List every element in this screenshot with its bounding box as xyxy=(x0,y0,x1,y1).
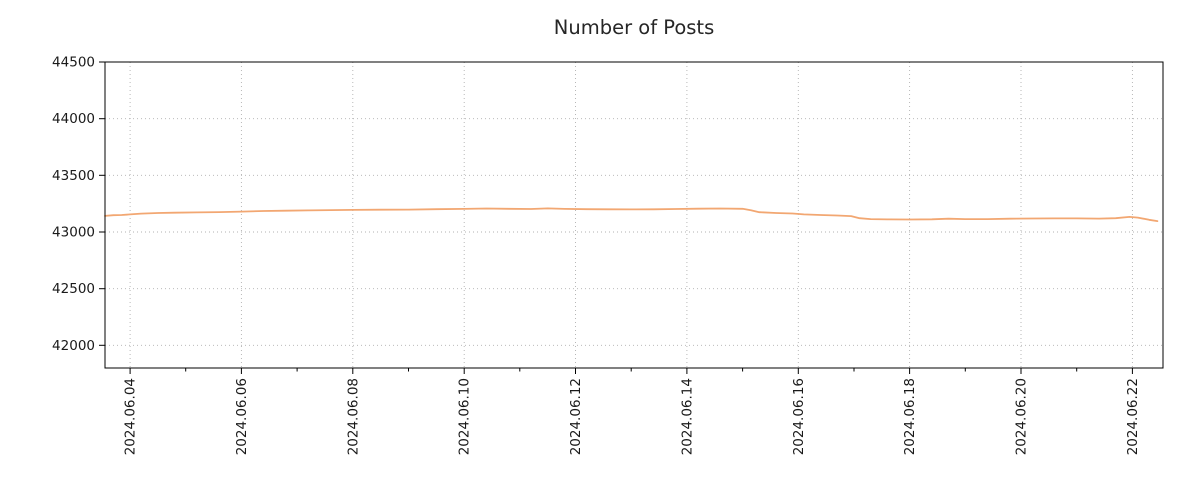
x-axis-tick-label: 2024.06.10 xyxy=(457,378,473,455)
x-axis-tick-label: 2024.06.22 xyxy=(1125,378,1141,455)
plot-border xyxy=(104,61,1164,369)
y-axis-tick-label: 44000 xyxy=(52,111,95,127)
x-axis-tick-label: 2024.06.12 xyxy=(568,378,584,455)
y-axis-tick-label: 43500 xyxy=(52,168,95,184)
chart-title: Number of Posts xyxy=(553,16,715,39)
y-axis-tick-label: 42000 xyxy=(52,338,95,354)
y-axis-tick-label: 44500 xyxy=(52,55,95,71)
data-series-line xyxy=(104,207,1159,223)
x-axis-tick-label: 2024.06.08 xyxy=(345,378,361,455)
x-axis-tick-label: 2024.06.18 xyxy=(902,378,918,455)
x-axis-tick-label: 2024.06.04 xyxy=(123,378,139,455)
x-axis-tick-label: 2024.06.16 xyxy=(791,378,807,455)
y-axis-tick-label: 43000 xyxy=(52,225,95,241)
x-axis-tick-label: 2024.06.06 xyxy=(234,378,250,455)
x-axis-tick-label: 2024.06.20 xyxy=(1014,378,1030,455)
y-axis-tick-label: 42500 xyxy=(52,281,95,297)
x-axis-tick-label: 2024.06.14 xyxy=(679,378,695,455)
